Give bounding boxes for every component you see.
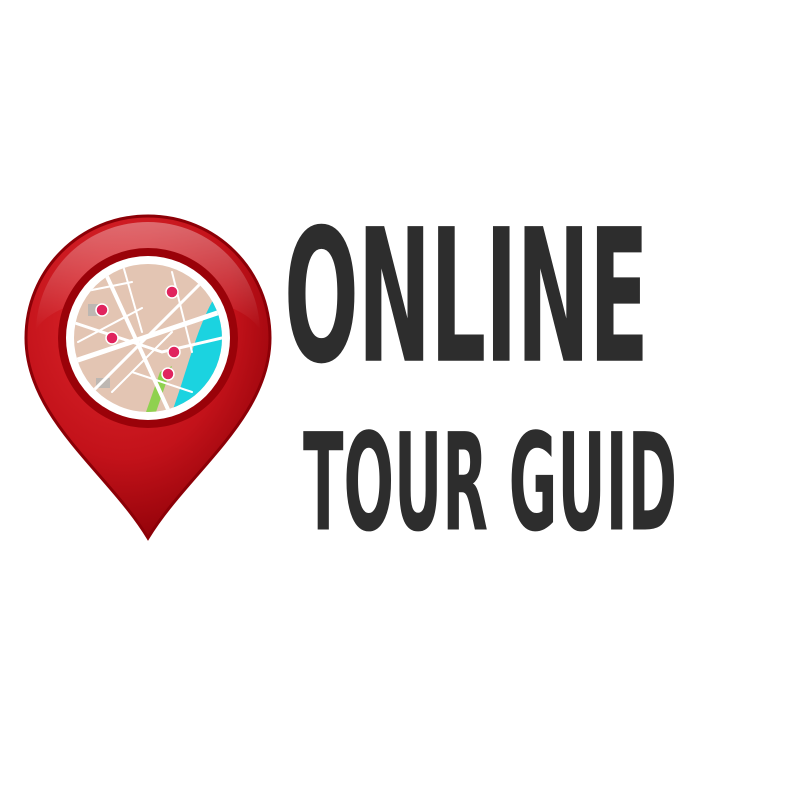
logo-wordmark-line-2: TOUR GUID: [303, 405, 678, 562]
logo-wordmark-line-1: ONLINE: [284, 190, 649, 405]
map-illustration: [74, 264, 222, 412]
map-pin-icon: [24, 214, 272, 541]
